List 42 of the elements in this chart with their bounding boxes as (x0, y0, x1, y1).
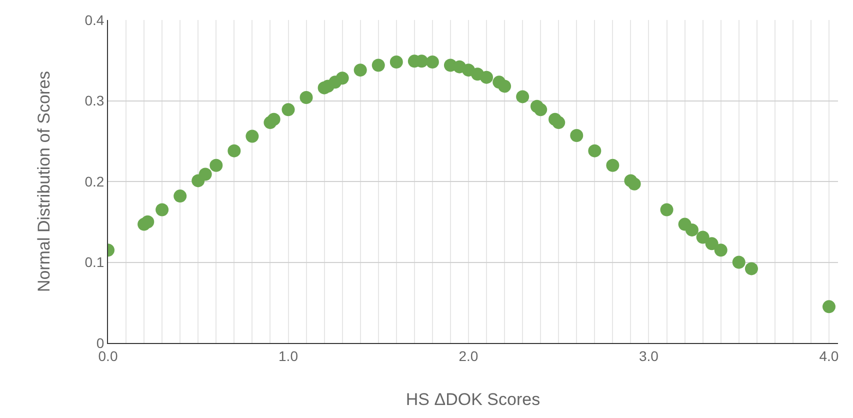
point (141, 215, 154, 228)
point (705, 237, 718, 250)
point (498, 80, 512, 93)
point (210, 158, 223, 172)
y-tick-label: 0.3 (84, 92, 104, 109)
point (156, 203, 169, 216)
point (714, 244, 728, 257)
point (628, 177, 641, 190)
point (606, 158, 620, 172)
y-tick-label: 0.1 (84, 254, 104, 270)
point (336, 72, 349, 85)
point (282, 103, 295, 116)
point (372, 58, 385, 72)
y-tick-label: 0.4 (84, 12, 104, 28)
x-tick-label: 4.0 (819, 348, 839, 364)
point (516, 90, 530, 104)
point (744, 262, 758, 276)
point (552, 116, 566, 130)
point (480, 70, 494, 84)
point (570, 128, 584, 142)
y-tick-label: 0.2 (84, 173, 104, 190)
point (174, 190, 187, 203)
point (732, 256, 746, 269)
point (390, 55, 403, 68)
x-tick-label: 3.0 (639, 348, 659, 364)
y-axis-title: Normal Distribution of Scores (34, 70, 54, 292)
point (660, 203, 674, 216)
point (228, 144, 241, 158)
point (426, 55, 439, 68)
point (267, 112, 280, 126)
point (354, 64, 367, 77)
point (198, 168, 212, 181)
x-tick-label: 2.0 (458, 348, 478, 364)
x-tick-label: 1.0 (278, 348, 298, 364)
point (696, 230, 710, 244)
point (300, 91, 313, 104)
point (588, 144, 602, 158)
point (534, 103, 548, 116)
point (246, 130, 259, 143)
point (822, 300, 836, 314)
x-axis-title: HS ΔDOK Scores (406, 390, 540, 410)
point (686, 223, 698, 236)
